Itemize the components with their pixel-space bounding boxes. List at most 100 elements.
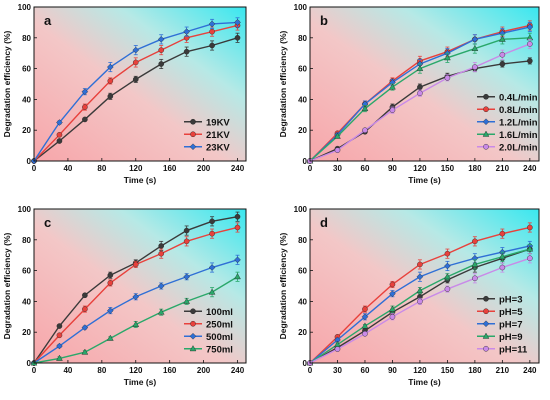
data-point [471,36,479,43]
x-axis-title: Time (s) [408,377,441,387]
legend-marker [190,131,196,138]
x-tick-label: 40 [63,164,72,173]
data-point [158,243,164,249]
data-point [361,313,369,321]
data-point [209,218,215,225]
data-point [157,282,165,290]
data-point [472,64,478,70]
data-point [499,51,506,58]
legend-label: 19KV [206,117,230,128]
panel-letter: b [320,13,328,28]
x-tick-label: 120 [413,366,427,375]
data-point [81,88,89,95]
data-point [527,41,533,47]
data-point [132,46,140,54]
y-tick-label: 20 [22,328,31,337]
legend-label: 250ml [206,319,233,330]
data-point [208,288,216,295]
data-point [82,104,88,110]
data-point [107,63,114,71]
legend-marker [189,332,197,340]
data-point [499,230,506,237]
y-tick-label: 80 [22,34,31,43]
legend-label: 23KV [206,142,230,153]
x-tick-label: 0 [308,164,313,173]
data-point [389,83,396,90]
data-point [209,42,215,49]
y-tick-label: 40 [22,297,31,306]
data-point [157,308,165,315]
y-tick-label: 0 [27,359,32,368]
y-axis-title: Degradation efficiency (%) [278,30,288,137]
data-point [56,119,63,126]
data-point [417,84,423,90]
data-point [158,250,164,257]
data-point [209,28,215,35]
legend-label: 2.0L/min [499,142,538,153]
data-point [472,238,478,245]
data-point [234,35,241,41]
legend-marker [190,308,196,315]
panel-letter: a [44,13,52,28]
data-point [107,280,114,286]
data-point [389,290,396,297]
data-point [361,105,369,112]
data-point [82,292,88,299]
axes-frame [309,208,540,364]
y-tick-label: 80 [298,34,307,43]
data-point [132,293,140,301]
data-point [56,342,63,350]
panel-letter: d [320,215,328,230]
data-point [158,47,164,53]
panel-a: 0 40 80 120 160 200 240 Time (s) 0 20 40 60 80 100 Deg… [2,3,247,185]
data-point [183,227,190,234]
panel-letter: c [44,215,51,230]
legend-marker [482,320,490,328]
data-point [107,93,114,100]
y-tick-label: 60 [22,267,31,276]
series-750ml [30,271,241,366]
data-point [472,275,478,282]
x-tick-label: 160 [163,366,177,375]
data-point [158,61,164,67]
data-point [362,306,368,312]
y-axis: 0 20 40 60 80 100 [18,3,37,166]
x-tick-label: 30 [333,366,342,375]
y-axis-title: Degradation efficiency (%) [278,232,288,339]
panel-b: 0 30 60 90 120 150 180 210 240 Time (s) 0 20 40 60 80 1… [278,3,540,185]
x-tick-label: 200 [197,366,211,375]
y-tick-label: 40 [298,95,307,104]
data-point [526,245,534,252]
x-tick-label: 120 [413,164,427,173]
x-tick-label: 240 [523,366,537,375]
x-tick-label: 0 [32,366,37,375]
data-point [183,273,190,281]
y-axis: 0 20 40 60 80 100 [294,3,313,166]
x-tick-label: 150 [441,366,455,375]
data-point [234,224,241,231]
x-tick-label: 60 [361,164,370,173]
x-tick-label: 240 [231,366,245,375]
legend-marker [483,345,489,352]
data-point [471,260,479,267]
legend-label: pH=3 [499,294,523,305]
data-point [81,348,89,355]
data-point [183,238,190,245]
legend-label: pH=9 [499,332,523,343]
data-point [81,324,89,331]
data-point [389,305,396,312]
x-tick-label: 0 [32,164,37,173]
series-500ml [30,254,241,367]
legend: pH=3 pH=5pH=7 pH=9pH=11 [477,294,528,355]
data-point [444,75,451,81]
data-point [444,262,451,270]
data-point [132,320,140,327]
data-point [209,230,215,237]
x-tick-label: 200 [197,164,211,173]
x-tick-label: 30 [333,164,342,173]
y-tick-label: 80 [22,236,31,245]
series-pH=5 [307,222,533,366]
legend-label: 0.4L/min [499,92,538,103]
